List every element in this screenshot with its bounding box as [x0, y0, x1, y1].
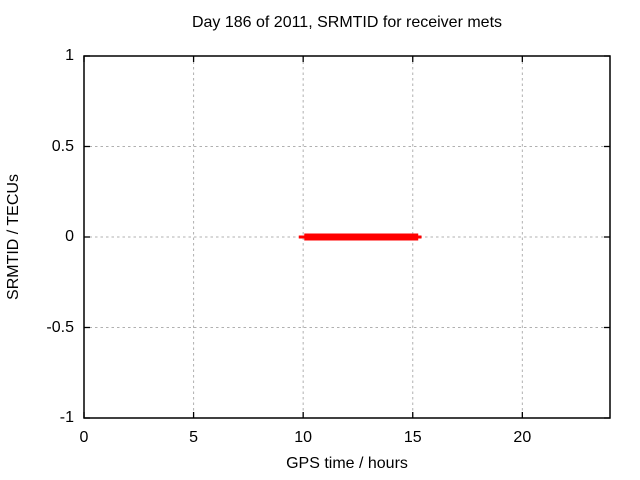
x-tick-label: 10 [294, 429, 313, 446]
y-tick-label: 0 [65, 228, 74, 245]
y-tick-label: 0.5 [51, 137, 74, 155]
x-tick-label: 15 [403, 429, 422, 446]
x-tick-label: 20 [513, 429, 532, 446]
y-tick-label: -1 [59, 409, 74, 426]
srmtid-series-line [304, 233, 419, 241]
y-tick-label: -0.5 [46, 318, 74, 336]
y-tick-label: 1 [65, 47, 74, 64]
x-axis-label: GPS time / hours [286, 455, 408, 472]
x-tick-label: 5 [189, 429, 199, 446]
x-tick-label: 0 [79, 429, 89, 446]
chart-title: Day 186 of 2011, SRMTID for receiver met… [191, 14, 503, 31]
